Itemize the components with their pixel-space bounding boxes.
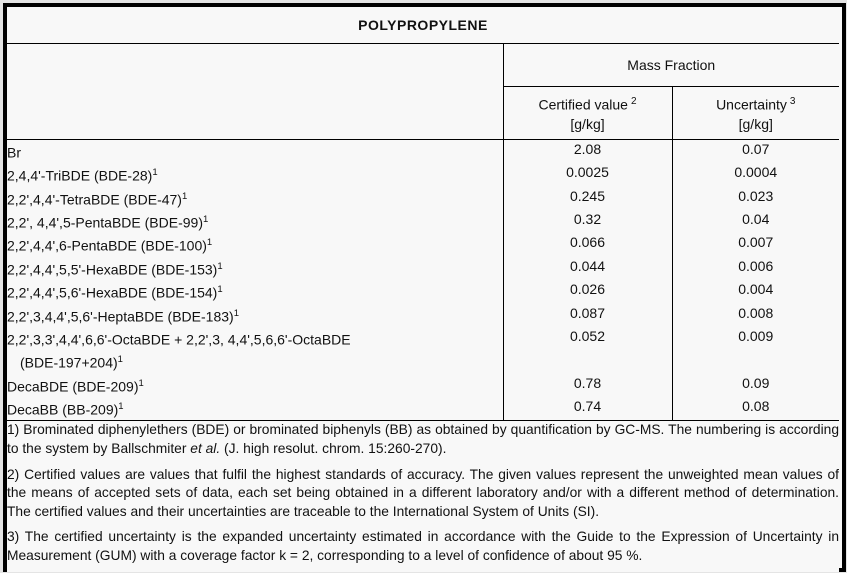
footnote-ref: 1: [138, 377, 144, 389]
certified-value: 0.052: [502, 326, 672, 374]
table-row-bde209: DecaBDE (BDE-209)1 0.78 0.09: [7, 373, 839, 397]
uncertainty-value: 0.07: [671, 139, 839, 164]
footnote-2: 2) Certified values are values that fulf…: [7, 466, 839, 522]
compound-name: 2,4,4'-TriBDE (BDE-28): [7, 168, 153, 185]
mass-fraction-header: Mass Fraction: [502, 43, 839, 87]
footnote-ref-3: 3: [789, 95, 796, 107]
certified-value: 2.08: [502, 139, 672, 164]
footnote-1-italic: et al.: [190, 440, 221, 456]
compound-name-cell: 2,2',4,4',6-PentaBDE (BDE-100)1: [7, 233, 503, 256]
compound-name-cell: Br: [7, 140, 503, 164]
uncertainty-value: 0.008: [671, 303, 839, 327]
column-header-row: Certified value 2 [g/kg] Uncertainty 3 [g/…: [7, 86, 840, 140]
compound-name-cell: 2,4,4'-TriBDE (BDE-28)1: [7, 163, 503, 186]
certified-value: 0.026: [502, 280, 672, 304]
table-row-bb209: DecaBB (BB-209)1 0.74 0.08: [7, 396, 839, 421]
footnotes-row: 1) Brominated diphenylethers (BDE) or br…: [7, 420, 839, 573]
certified-value: 0.044: [502, 256, 672, 281]
compound-name-cell: 2,2',4,4',5,5'-HexaBDE (BDE-153)1: [7, 257, 503, 280]
certified-value: 0.32: [502, 210, 672, 234]
certified-value-label: Certified value 2: [504, 92, 672, 115]
footnote-ref: 1: [181, 190, 188, 202]
compound-name: DecaBDE (BDE-209): [7, 378, 139, 395]
certificate-table-frame: POLYPROPYLENE Mass Fraction Certified va…: [3, 3, 846, 573]
compound-name-cell: 2,2',4,4'-TetraBDE (BDE-47)1: [7, 187, 503, 210]
compound-name: 2,2',4,4',6-PentaBDE (BDE-100): [7, 238, 207, 255]
footnote-1-text: 1) Brominated diphenylethers (BDE) or br…: [7, 422, 839, 456]
table-row-bde28: 2,4,4'-TriBDE (BDE-28)1 0.0025 0.0004: [7, 163, 839, 187]
footnote-ref: 1: [217, 260, 223, 272]
footnote-ref: 1: [206, 237, 213, 249]
title-row: POLYPROPYLENE: [7, 7, 839, 44]
compound-name: 2,2',3,4,4',5,6'-HeptaBDE (BDE-183): [7, 308, 234, 325]
uncertainty-label: Uncertainty 3: [673, 92, 840, 115]
footnotes-section: 1) Brominated diphenylethers (BDE) or br…: [7, 420, 839, 573]
table-row-bde183: 2,2',3,4,4',5,6'-HeptaBDE (BDE-183)1 0.0…: [7, 303, 839, 327]
uncertainty-text: Uncertainty: [716, 96, 787, 113]
footnote-1-post: (J. high resolut. chrom. 15:260-270).: [220, 440, 447, 456]
compound-name: 2,2', 4,4',5-PentaBDE (BDE-99): [7, 214, 203, 231]
table-row-bde197-204: 2,2',3,3',4,4',6,6'-OctaBDE + 2,2',3, 4,…: [7, 326, 839, 374]
table-row-bde47: 2,2',4,4'-TetraBDE (BDE-47)1 0.245 0.023: [7, 186, 839, 211]
compound-name-line2: (BDE-197+204)1: [7, 350, 503, 373]
compound-name: DecaBB (BB-209): [7, 401, 119, 418]
compound-name: 2,2',4,4',5,5'-HexaBDE (BDE-153): [7, 261, 218, 278]
uncertainty-value: 0.023: [671, 186, 839, 211]
certified-value: 0.78: [502, 373, 672, 397]
compound-name: Br: [7, 144, 21, 161]
uncertainty-unit: [g/kg]: [738, 116, 773, 133]
uncertainty-value: 0.09: [671, 373, 839, 397]
compound-name-continued: (BDE-197+204): [20, 354, 118, 371]
uncertainty-value: 0.08: [671, 396, 839, 421]
empty-header-cell: [7, 43, 503, 140]
uncertainty-value: 0.0004: [671, 163, 839, 187]
table-row-bde100: 2,2',4,4',6-PentaBDE (BDE-100)1 0.066 0.…: [7, 233, 839, 257]
uncertainty-value: 0.007: [671, 233, 839, 257]
footnote-ref: 1: [117, 354, 123, 366]
polypropylene-table: POLYPROPYLENE Mass Fraction Certified va…: [7, 7, 840, 573]
footnote-ref: 1: [152, 167, 158, 179]
compound-name-cell: DecaBB (BB-209)1: [7, 397, 503, 421]
group-header-row: Mass Fraction: [7, 43, 839, 140]
certified-value-header: Certified value 2 [g/kg]: [502, 86, 672, 140]
table-row-br: Br 2.08 0.07: [7, 139, 839, 164]
uncertainty-value: 0.004: [671, 280, 839, 304]
certified-value: 0.0025: [502, 163, 672, 187]
compound-name: 2,2',3,3',4,4',6,6'-OctaBDE + 2,2',3, 4,…: [7, 331, 351, 348]
compound-name: 2,2',4,4',5,6'-HexaBDE (BDE-154): [7, 284, 218, 301]
certified-value-unit: [g/kg]: [570, 116, 605, 133]
table-row-bde154: 2,2',4,4',5,6'-HexaBDE (BDE-154)1 0.026 …: [7, 280, 839, 304]
uncertainty-value: 0.006: [671, 256, 839, 281]
footnote-3: 3) The certified uncertainty is the expa…: [7, 528, 839, 565]
compound-name-cell: 2,2', 4,4',5-PentaBDE (BDE-99)1: [7, 210, 503, 233]
compound-name-cell: 2,2',4,4',5,6'-HexaBDE (BDE-154)1: [7, 280, 503, 303]
uncertainty-value: 0.009: [671, 326, 839, 374]
footnote-2-text: 2) Certified values are values that fulf…: [7, 466, 839, 519]
footnote-ref: 1: [118, 400, 124, 412]
certified-value-text: Certified value: [538, 96, 628, 113]
certified-value: 0.066: [502, 233, 672, 257]
certified-value: 0.74: [502, 396, 672, 421]
uncertainty-header: Uncertainty 3 [g/kg]: [671, 86, 840, 140]
footnote-ref: 1: [233, 307, 239, 319]
footnote-1: 1) Brominated diphenylethers (BDE) or br…: [7, 421, 839, 458]
certified-value: 0.245: [502, 186, 672, 211]
compound-name-cell: 2,2',3,4,4',5,6'-HeptaBDE (BDE-183)1: [7, 304, 503, 327]
table-row-bde99: 2,2', 4,4',5-PentaBDE (BDE-99)1 0.32 0.0…: [7, 210, 839, 234]
footnote-ref: 1: [203, 214, 209, 226]
compound-name: 2,2',4,4'-TetraBDE (BDE-47): [7, 191, 182, 208]
compound-name-cell: DecaBDE (BDE-209)1: [7, 374, 503, 397]
table-row-bde153: 2,2',4,4',5,5'-HexaBDE (BDE-153)1 0.044 …: [7, 256, 839, 281]
uncertainty-value: 0.04: [671, 210, 839, 234]
footnote-3-text: 3) The certified uncertainty is the expa…: [7, 529, 839, 563]
footnote-ref-2: 2: [630, 95, 637, 107]
certified-value: 0.087: [502, 303, 672, 327]
compound-name-cell: 2,2',3,3',4,4',6,6'-OctaBDE + 2,2',3, 4,…: [7, 327, 503, 374]
page-title: POLYPROPYLENE: [7, 7, 839, 44]
footnote-ref: 1: [217, 284, 223, 296]
